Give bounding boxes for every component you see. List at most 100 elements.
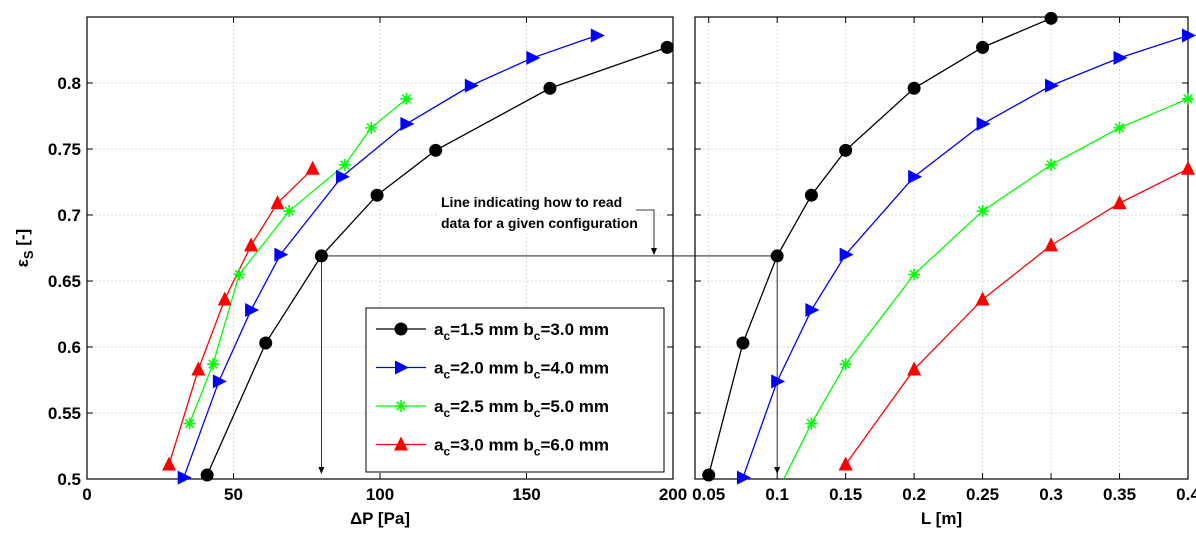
y-axis-label: εS [-]: [13, 229, 36, 267]
left-series-1-point-1: [212, 374, 227, 389]
right-markers-group: [702, 11, 1196, 485]
right-series-line-3: [845, 168, 1188, 465]
right-series-3-point-0: [838, 456, 853, 471]
right-series-1-point-1: [771, 374, 786, 389]
right-xtick-label-5: 0.3: [1039, 485, 1063, 504]
left-ytick-label-3: 0.65: [48, 272, 81, 291]
right-axes-frame: [694, 16, 1189, 480]
annotation-line-1: Line indicating how to read: [441, 194, 622, 210]
right-series-0-point-0: [702, 468, 716, 482]
left-series-2-point-2: [233, 268, 246, 281]
left-series-1-point-2: [245, 303, 260, 318]
right-series-3-point-2: [975, 291, 990, 306]
left-series-1-point-7: [526, 50, 541, 65]
left-series-0-point-5: [543, 81, 557, 95]
left-series-0-point-4: [429, 143, 443, 157]
annotation-line-2: data for a given configuration: [441, 215, 638, 231]
left-series-1-point-8: [590, 28, 605, 43]
right-series-2-point-5: [1045, 158, 1058, 171]
right-series-0-point-1: [736, 336, 750, 350]
right-x-axis-label: L [m]: [921, 509, 962, 528]
legend-marker-0: [394, 322, 408, 336]
right-series-0-point-4: [839, 143, 853, 157]
left-x-axis-label: ΔP [Pa]: [350, 509, 410, 528]
left-series-0-point-0: [200, 468, 214, 482]
annotation-leader-line: [636, 209, 655, 252]
legend: ac=1.5 mm bc=3.0 mm ac=2.0 mm bc=4.0 mm ac…: [365, 307, 665, 473]
right-panel-length: 0.05 0.1 0.15 0.2 0.25 0.3 0.35 0.4 L [m]: [692, 11, 1196, 528]
right-series-0-point-5: [907, 81, 921, 95]
right-xtick-label-0: 0.05: [692, 485, 725, 504]
right-series-2-point-6: [1113, 121, 1126, 134]
right-series-3-point-3: [1044, 237, 1059, 252]
left-series-0-point-6: [660, 40, 674, 54]
left-series-1-point-6: [464, 78, 479, 93]
left-ytick-label-5: 0.75: [48, 140, 81, 159]
right-series-2-point-1: [805, 417, 818, 430]
left-ytick-label-6: 0.8: [57, 74, 81, 93]
right-series-2-point-4: [976, 205, 989, 218]
right-series-2-point-7: [1182, 92, 1194, 105]
right-series-3-point-1: [907, 361, 922, 376]
legend-marker-1: [395, 360, 409, 375]
right-series-1-point-5: [976, 116, 991, 131]
left-series-1-point-5: [400, 116, 415, 131]
right-series-1-point-7: [1113, 50, 1128, 65]
left-ytick-label-2: 0.6: [57, 338, 81, 357]
left-xtick-label-4: 200: [659, 485, 687, 504]
left-series-2-point-0: [183, 417, 196, 430]
left-ytick-label-4: 0.7: [57, 206, 81, 225]
left-series-0-point-3: [370, 188, 384, 202]
right-series-0-point-6: [976, 40, 990, 54]
right-xtick-label-1: 0.1: [765, 485, 789, 504]
right-series-2-point-2: [839, 358, 852, 371]
annotation-background: [437, 192, 647, 234]
right-series-line-1: [742, 34, 1188, 478]
left-ytick-label-1: 0.55: [48, 404, 81, 423]
right-series-1-point-3: [839, 247, 854, 262]
left-series-3-point-0: [162, 456, 177, 471]
legend-label-0: ac=1.5 mm bc=3.0 mm: [434, 320, 609, 343]
right-series-0-point-7: [1044, 11, 1058, 25]
left-xtick-label-0: 0: [82, 485, 91, 504]
right-series-group: [708, 17, 1188, 479]
right-xtick-label-6: 0.35: [1103, 485, 1136, 504]
left-markers-group: [162, 28, 674, 485]
left-series-1-point-4: [335, 169, 350, 184]
left-series-3-point-4: [270, 195, 285, 210]
right-series-3-point-4: [1112, 195, 1127, 210]
left-series-1-point-3: [274, 247, 289, 262]
left-series-0-point-1: [259, 336, 273, 350]
left-series-2-point-4: [338, 158, 351, 171]
reading-guide-left-arrow: [318, 467, 325, 474]
right-series-1-point-6: [1045, 78, 1060, 93]
left-series-3-point-3: [244, 237, 259, 252]
legend-label-1: ac=2.0 mm bc=4.0 mm: [434, 359, 609, 382]
left-panel-dp: 0 50 100 150 200 0.5 0.55 0.6 0.65 0.7 0.75 0.8 ΔP […: [13, 16, 687, 528]
legend-marker-3: [394, 436, 408, 451]
right-series-2-point-3: [908, 268, 921, 281]
left-xtick-label-2: 100: [366, 485, 394, 504]
legend-label-2: ac=2.5 mm bc=5.0 mm: [434, 397, 609, 420]
reading-guide-right-arrow: [774, 467, 781, 474]
right-xtick-label-4: 0.25: [966, 485, 999, 504]
right-series-1-point-4: [908, 169, 923, 184]
reading-guide-annotation: Line indicating how to read data for a g…: [318, 192, 781, 474]
left-series-2-point-5: [365, 121, 378, 134]
right-series-0-point-3: [804, 188, 818, 202]
left-series-2-point-3: [283, 205, 296, 218]
right-series-line-0: [708, 17, 1052, 476]
left-ytick-label-0: 0.5: [57, 470, 81, 489]
left-series-2-point-6: [400, 92, 413, 105]
right-xtick-label-2: 0.15: [829, 485, 862, 504]
right-series-3-point-5: [1181, 160, 1195, 175]
left-series-2-point-1: [206, 358, 219, 371]
legend-label-3: ac=3.0 mm bc=6.0 mm: [434, 436, 609, 459]
left-series-3-point-2: [217, 291, 232, 306]
right-series-1-point-8: [1182, 28, 1196, 43]
annotation-leader-arrow: [651, 248, 657, 255]
right-xtick-label-3: 0.2: [902, 485, 926, 504]
left-xtick-label-3: 150: [512, 485, 540, 504]
left-series-3-point-1: [191, 361, 206, 376]
right-series-1-point-2: [805, 303, 820, 318]
